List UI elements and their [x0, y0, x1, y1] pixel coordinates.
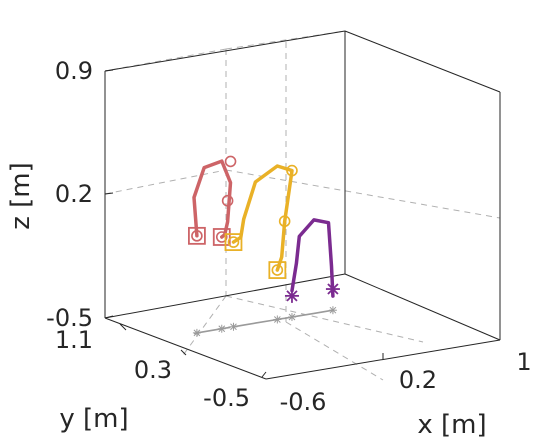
floor-star-marker — [217, 324, 226, 333]
square-marker — [224, 233, 243, 251]
star-stroke — [286, 290, 298, 302]
star-marker — [325, 282, 340, 297]
z-tick-label: 0.2 — [55, 180, 93, 208]
axis-edge — [104, 317, 267, 380]
axes-box — [104, 30, 501, 380]
y-tick-label: 0.3 — [134, 356, 172, 384]
y-axis-label: y [m] — [59, 404, 128, 434]
circle-marker — [215, 231, 228, 243]
circle-marker — [221, 194, 234, 207]
trajectory-markers — [188, 155, 340, 303]
gridline — [180, 295, 227, 359]
star-stroke — [218, 325, 226, 333]
grid — [104, 30, 501, 381]
y-tick-mark — [261, 371, 267, 378]
gridline — [225, 169, 501, 219]
z-tick-label: 0.9 — [55, 57, 93, 85]
x-axis-label: x [m] — [417, 410, 486, 440]
floor-star-marker — [328, 306, 337, 315]
x-tick-label: 1 — [516, 348, 531, 376]
trajectory-line-yellow — [231, 164, 294, 272]
star-stroke — [288, 313, 296, 321]
y-tick-mark — [180, 349, 187, 356]
gridline — [285, 321, 384, 381]
x-tick-label: -0.6 — [280, 388, 327, 416]
star-stroke — [193, 329, 201, 337]
tick-marks — [104, 69, 501, 378]
y-tick-mark — [119, 323, 127, 331]
floor-star-marker — [192, 328, 201, 337]
z-axis-label: z [m] — [6, 162, 36, 230]
floor-projection-line — [233, 316, 293, 328]
axis-edge — [104, 30, 346, 72]
trajectory-line-purple — [290, 218, 335, 298]
floor-star-marker — [287, 313, 296, 322]
square-marker — [268, 261, 287, 279]
circle-marker — [191, 230, 203, 242]
floor-star-marker — [273, 315, 282, 324]
axis-edge — [104, 273, 346, 319]
circle-marker — [227, 236, 240, 248]
square-marker — [188, 226, 206, 245]
y-tick-label: -0.5 — [203, 384, 250, 412]
trajectory-line-red — [192, 159, 233, 239]
z-tick-mark — [104, 69, 114, 72]
star-stroke — [329, 306, 337, 314]
tick-labels: 0.9 0.2 -0.5 1.1 0.3 -0.5 -0.6 0.2 1 — [46, 57, 531, 416]
circle-marker — [278, 215, 291, 228]
circle-marker — [224, 155, 237, 168]
z-tick-mark — [104, 192, 114, 195]
axis-edge — [344, 273, 501, 341]
floor-projections — [192, 306, 337, 337]
z-tick-mark — [104, 315, 114, 319]
star-stroke — [230, 323, 237, 331]
gridline — [225, 295, 424, 343]
y-tick-label: 1.1 — [55, 326, 93, 354]
star-marker — [284, 288, 299, 303]
axis-edge — [344, 30, 501, 93]
star-stroke — [327, 283, 339, 295]
x-tick-label: 0.2 — [399, 366, 437, 394]
z-tick-label: -0.5 — [46, 304, 93, 332]
floor-star-marker — [229, 322, 238, 331]
square-marker — [212, 228, 231, 246]
circle-marker — [286, 164, 298, 177]
gridline — [104, 169, 227, 195]
star-stroke — [273, 316, 281, 323]
circle-marker — [271, 264, 284, 276]
